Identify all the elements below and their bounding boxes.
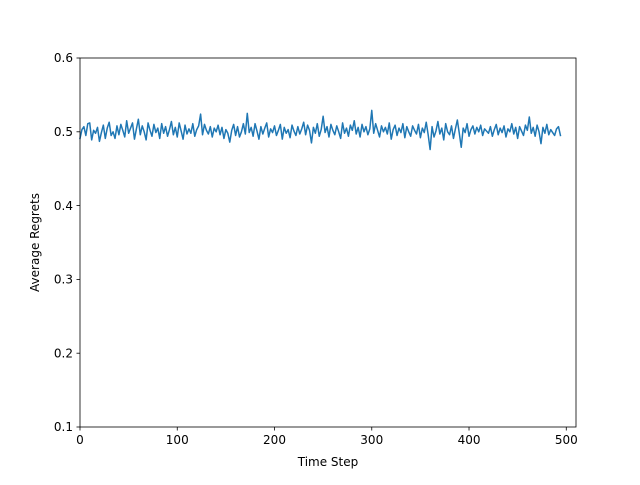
x-tick-label: 100 [166,433,189,447]
x-tick-label: 400 [458,433,481,447]
series-line [79,109,562,151]
x-tick-label: 200 [263,433,286,447]
plot-area-frame [79,57,577,428]
y-tick-label: 0.6 [54,51,73,65]
y-tick-label: 0.3 [54,273,73,287]
y-tick-label: 0.5 [54,125,73,139]
series-layer [79,109,562,151]
y-tick-label: 0.2 [54,346,73,360]
y-tick-label: 0.4 [54,199,73,213]
x-tick-label: 0 [76,433,84,447]
x-axis-label: Time Step [297,455,359,469]
x-tick-label: 300 [360,433,383,447]
y-axis-label: Average Regrets [28,193,42,292]
y-tick-label: 0.1 [54,420,73,434]
axis-ticks: 0 100 200 300 400 500 0.1 0.2 0.3 0.4 0.5 0.6 [54,51,578,447]
x-tick-label: 500 [555,433,578,447]
